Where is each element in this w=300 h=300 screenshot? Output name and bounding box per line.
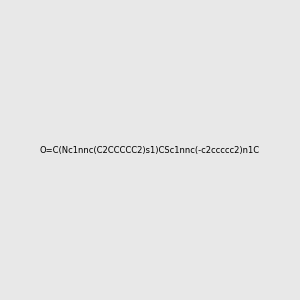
- Text: O=C(Nc1nnc(C2CCCCC2)s1)CSc1nnc(-c2ccccc2)n1C: O=C(Nc1nnc(C2CCCCC2)s1)CSc1nnc(-c2ccccc2…: [40, 146, 260, 154]
